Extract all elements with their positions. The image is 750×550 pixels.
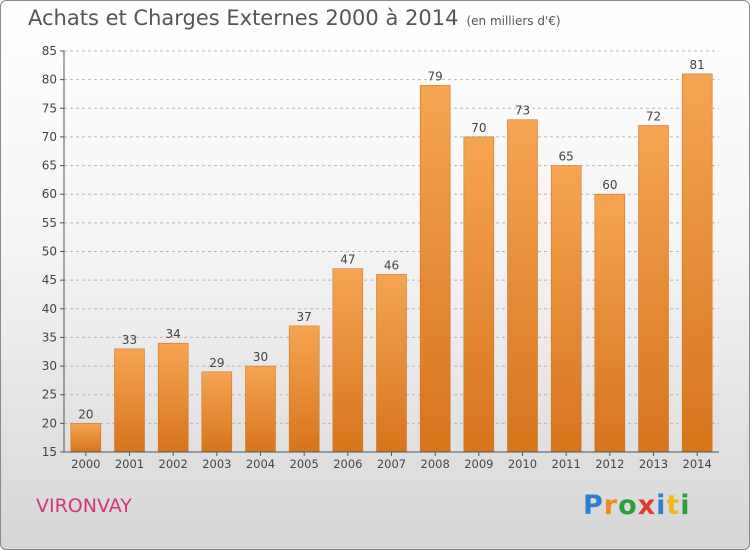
y-tick-label: 25 — [42, 388, 57, 402]
x-tick-label-2003: 2003 — [202, 457, 231, 471]
bar-2013 — [638, 125, 669, 453]
logo-letter: P — [583, 490, 604, 521]
logo-letter: i — [680, 490, 691, 521]
y-tick-label: 65 — [42, 159, 57, 173]
bar-2012 — [594, 193, 626, 453]
bar-2005 — [288, 325, 320, 453]
logo-letter: r — [603, 490, 619, 521]
data-label-2001: 33 — [122, 333, 137, 347]
data-label-2002: 34 — [166, 327, 181, 341]
y-tick-label: 20 — [42, 416, 57, 430]
y-tick-label: 55 — [42, 216, 57, 230]
bar-2009 — [463, 136, 495, 453]
data-label-2008: 79 — [428, 69, 443, 83]
logo-letter: x — [637, 490, 657, 521]
bar-2000 — [70, 423, 102, 453]
y-tick-label: 15 — [42, 445, 57, 459]
data-label-2004: 30 — [253, 350, 268, 364]
data-label-2013: 72 — [646, 109, 661, 123]
bar-2003 — [201, 371, 233, 453]
logo-letter: i — [656, 490, 667, 521]
y-tick-label: 50 — [42, 245, 57, 259]
y-tick-label: 35 — [42, 330, 57, 344]
x-tick-label-2004: 2004 — [246, 457, 275, 471]
data-label-2009: 70 — [471, 121, 486, 135]
x-tick-label-2001: 2001 — [115, 457, 144, 471]
x-tick-label-2012: 2012 — [595, 457, 624, 471]
x-tick-label-2011: 2011 — [552, 457, 581, 471]
logo-letter: o — [618, 490, 638, 521]
x-tick-label-2000: 2000 — [71, 457, 100, 471]
logo-letter: t — [666, 490, 681, 521]
x-axis-ticks: 2000 2001 2002 2003 2004 2005 2006 2007 2008 2009… — [71, 452, 712, 471]
bar-2014 — [681, 73, 713, 453]
data-label-2003: 29 — [209, 356, 224, 370]
x-tick-label-2008: 2008 — [421, 457, 450, 471]
bar-2001 — [114, 348, 145, 453]
y-tick-label: 30 — [42, 359, 57, 373]
x-tick-label-2010: 2010 — [508, 457, 537, 471]
bar-2002 — [157, 342, 189, 453]
title-text: Achats et Charges Externes 2000 à 2014 — [28, 6, 459, 30]
bars — [70, 73, 713, 453]
x-tick-label-2005: 2005 — [290, 457, 319, 471]
x-tick-label-2013: 2013 — [639, 457, 668, 471]
bar-2004 — [245, 365, 276, 453]
data-label-2007: 46 — [384, 258, 399, 272]
proxiti-logo: Proxiti — [583, 490, 691, 521]
commune-name: VIRONVAY — [36, 495, 132, 517]
y-tick-label: 45 — [42, 273, 57, 287]
x-tick-label-2007: 2007 — [377, 457, 406, 471]
data-label-2012: 60 — [602, 178, 617, 192]
data-label-2000: 20 — [78, 407, 93, 421]
data-label-2006: 47 — [340, 253, 355, 267]
y-tick-label: 70 — [42, 130, 57, 144]
data-labels: 20 33 34 29 30 37 47 46 79 70 73 65 60 72 81 — [78, 58, 705, 421]
y-tick-label: 75 — [42, 101, 57, 115]
data-label-2005: 37 — [297, 310, 312, 324]
chart-title: Achats et Charges Externes 2000 à 2014 (e… — [28, 6, 561, 30]
x-tick-label-2006: 2006 — [333, 457, 362, 471]
y-tick-label: 40 — [42, 302, 57, 316]
y-tick-label: 80 — [42, 73, 57, 87]
unit-text: (en milliers d'€) — [466, 14, 561, 28]
x-tick-label-2014: 2014 — [683, 457, 712, 471]
bar-2010 — [507, 119, 538, 453]
bar-2006 — [332, 268, 364, 453]
bar-2008 — [419, 85, 451, 453]
x-tick-label-2002: 2002 — [159, 457, 188, 471]
y-tick-label: 85 — [42, 44, 57, 58]
bar-2007 — [376, 274, 407, 453]
x-tick-label-2009: 2009 — [464, 457, 493, 471]
data-label-2014: 81 — [690, 58, 705, 72]
data-label-2011: 65 — [559, 150, 574, 164]
y-axis-ticks: 15 20 25 30 35 40 45 50 55 60 65 70 75 80 85 — [42, 44, 64, 459]
y-tick-label: 60 — [42, 187, 57, 201]
data-label-2010: 73 — [515, 104, 530, 118]
bar-2011 — [550, 165, 582, 453]
